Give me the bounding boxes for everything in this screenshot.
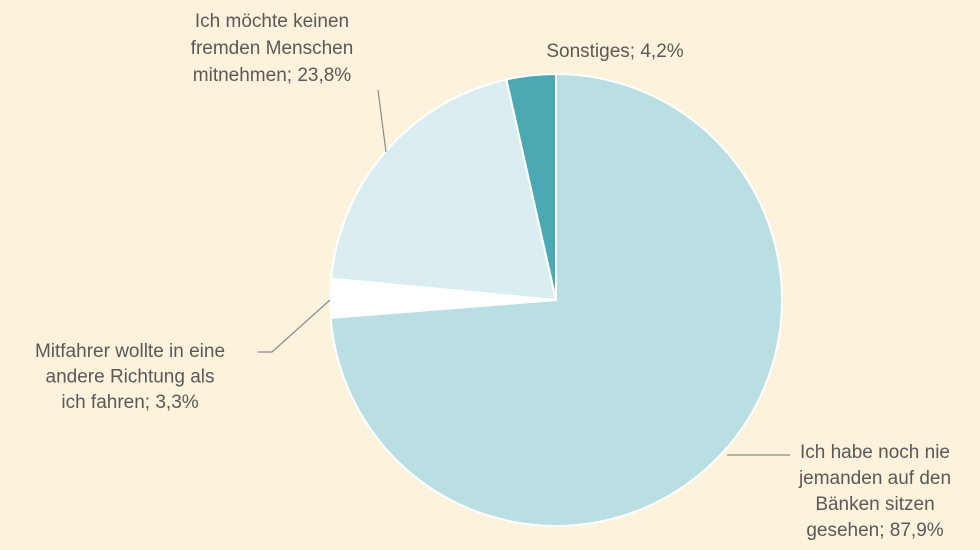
slice-label: andere Richtung als	[46, 367, 215, 388]
slice-label: ich fahren; 3,3%	[61, 392, 198, 413]
slice-label: Ich möchte keinen	[195, 11, 349, 32]
slice-label: jemanden auf den	[798, 468, 951, 489]
slice-label: fremden Menschen	[191, 38, 354, 59]
slice-label: gesehen; 87,9%	[806, 520, 943, 541]
pie	[329, 72, 783, 527]
slice-label: Sonstiges; 4,2%	[546, 41, 683, 62]
leader-line	[377, 89, 387, 153]
slice-label: Mitfahrer wollte in eine	[35, 341, 225, 362]
leader-line	[258, 299, 331, 353]
pie-slice	[329, 78, 558, 302]
pie-slice	[505, 72, 557, 301]
slice-label: Ich habe noch nie	[800, 442, 950, 463]
slice-label: Bänken sitzen	[815, 494, 934, 515]
slice-label: mitnehmen; 23,8%	[193, 65, 352, 86]
